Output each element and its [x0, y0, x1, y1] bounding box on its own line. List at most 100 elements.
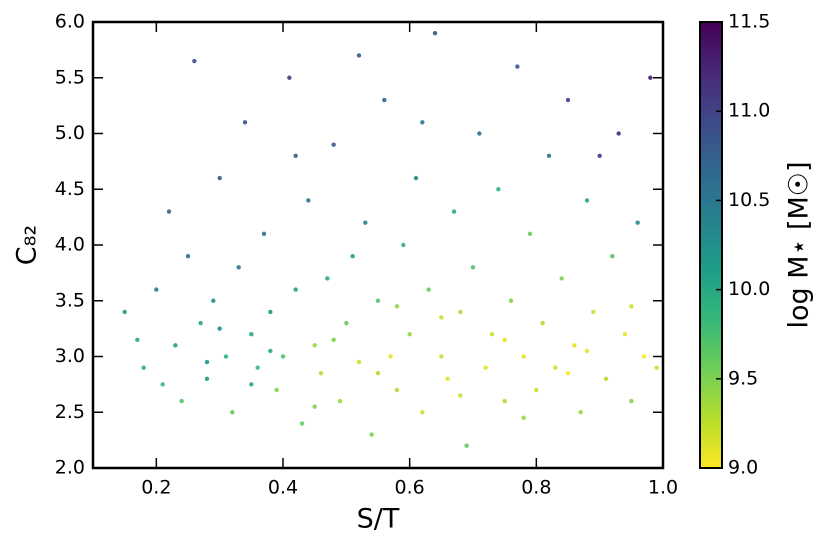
colorbar-strip	[700, 191, 722, 195]
colorbar-strip	[700, 189, 722, 193]
point	[546, 153, 552, 158]
colorbar-strip	[700, 247, 722, 251]
colorbar-strip	[700, 55, 722, 59]
x-tick-label: 1.0	[648, 477, 678, 499]
point	[502, 337, 507, 342]
point	[515, 64, 520, 69]
colorbar-strip	[700, 117, 722, 121]
colorbar-strip	[700, 316, 722, 320]
colorbar-strip	[700, 298, 722, 302]
colorbar-strip	[700, 305, 722, 309]
y-tick-label: 3.0	[55, 345, 85, 367]
y-tick-label: 5.0	[55, 122, 85, 144]
point	[458, 393, 463, 398]
point	[413, 175, 419, 181]
colorbar-strip	[700, 345, 722, 349]
colorbar-strip	[700, 392, 722, 396]
colorbar-strip	[700, 158, 722, 161]
colorbar-strip	[700, 396, 722, 400]
colorbar-strip	[700, 447, 722, 451]
colorbar-strip	[700, 62, 722, 65]
colorbar-strip	[700, 126, 722, 130]
colorbar-strip	[700, 42, 722, 45]
colorbar-strip	[700, 374, 722, 378]
point	[407, 332, 412, 337]
point	[534, 387, 539, 393]
colorbar-strip	[700, 454, 722, 458]
point	[648, 75, 653, 80]
colorbar-strip	[700, 410, 722, 413]
point	[654, 365, 659, 370]
colorbar-strip	[700, 178, 722, 181]
colorbar-strip	[700, 365, 722, 369]
point	[382, 97, 387, 103]
point	[280, 354, 286, 359]
colorbar-strip	[700, 296, 722, 300]
colorbar-strip	[700, 84, 722, 88]
colorbar-strip	[700, 102, 722, 106]
point	[135, 337, 140, 342]
colorbar-strip	[700, 77, 722, 81]
colorbar-strip	[700, 82, 722, 86]
x-tick-label: 0.8	[521, 477, 551, 499]
y-tick-label: 4.5	[55, 178, 85, 200]
colorbar-strip	[700, 48, 722, 52]
colorbar-strip	[700, 445, 722, 449]
colorbar-strip	[700, 253, 722, 257]
colorbar-strip	[700, 200, 722, 204]
colorbar-strip	[700, 385, 722, 389]
point	[160, 382, 165, 387]
colorbar-strip	[700, 198, 722, 201]
colorbar-strip	[700, 129, 722, 132]
x-axis-label: S/T	[357, 504, 400, 535]
colorbar-strip	[700, 329, 722, 333]
x-tick-label: 0.6	[395, 477, 425, 499]
point	[565, 371, 571, 376]
colorbar-strip	[700, 434, 722, 438]
colorbar-strip	[700, 97, 722, 101]
point	[584, 198, 590, 203]
point	[477, 131, 482, 136]
point	[223, 354, 229, 359]
colorbar-strip	[700, 325, 722, 329]
point	[394, 304, 400, 309]
colorbar-strip	[700, 459, 722, 462]
colorbar-strip	[700, 318, 722, 322]
colorbar-strip	[700, 403, 722, 407]
point	[268, 309, 273, 315]
colorbar-strip	[700, 452, 722, 456]
colorbar-strip	[700, 218, 722, 222]
colorbar-strip	[700, 30, 722, 34]
point	[629, 398, 634, 404]
colorbar-strip	[700, 140, 722, 144]
colorbar-strip	[700, 340, 722, 344]
point	[331, 142, 336, 147]
colorbar-strip	[700, 193, 722, 197]
colorbar-strip	[700, 195, 722, 199]
x-tick-label: 0.4	[268, 477, 298, 499]
colorbar-strip	[700, 216, 722, 219]
colorbar-strip	[700, 46, 722, 50]
colorbar-strip	[700, 276, 722, 280]
colorbar-strip	[700, 381, 722, 384]
point	[445, 376, 450, 381]
colorbar-strip	[700, 389, 722, 393]
colorbar-strip	[700, 358, 722, 362]
point	[331, 337, 336, 342]
colorbar-strip	[700, 135, 722, 139]
point	[141, 365, 146, 370]
colorbar-strip	[700, 131, 722, 135]
colorbar-strip	[700, 258, 722, 262]
point	[204, 376, 210, 381]
colorbar-strip	[700, 300, 722, 304]
colorbar-strip	[700, 59, 722, 63]
colorbar-strip	[700, 236, 722, 239]
point	[255, 365, 260, 370]
colorbar-strip	[700, 184, 722, 188]
point	[432, 30, 438, 36]
point	[306, 198, 311, 203]
point	[249, 332, 254, 337]
point	[293, 153, 298, 158]
point	[369, 432, 374, 437]
colorbar-strip	[700, 280, 722, 284]
